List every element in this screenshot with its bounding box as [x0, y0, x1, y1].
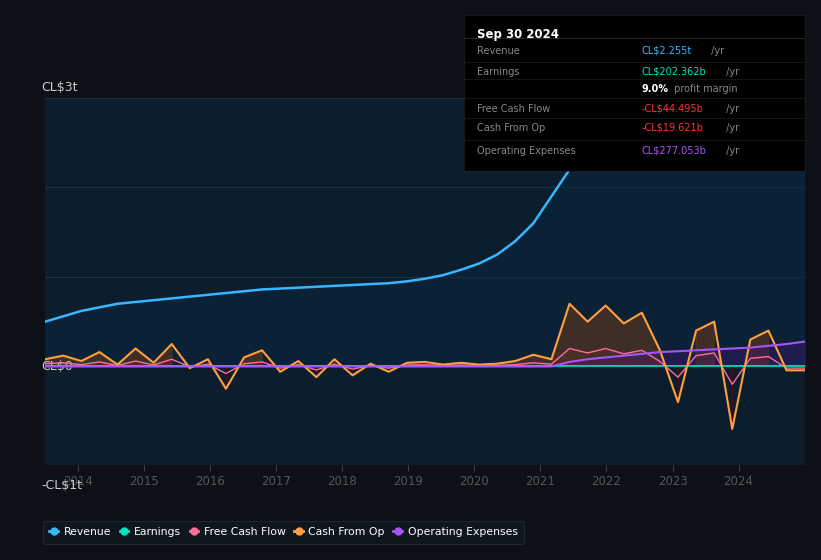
Text: Revenue: Revenue — [478, 46, 521, 56]
Text: -CL$19.621b: -CL$19.621b — [641, 123, 703, 133]
Legend: Revenue, Earnings, Free Cash Flow, Cash From Op, Operating Expenses: Revenue, Earnings, Free Cash Flow, Cash … — [43, 521, 524, 544]
Text: Cash From Op: Cash From Op — [478, 123, 546, 133]
Text: /yr: /yr — [709, 46, 725, 56]
Text: CL$3t: CL$3t — [41, 81, 78, 94]
Text: profit margin: profit margin — [671, 84, 737, 94]
Text: /yr: /yr — [723, 146, 740, 156]
Text: /yr: /yr — [723, 123, 740, 133]
Text: CL$2.255t: CL$2.255t — [641, 46, 691, 56]
Text: CL$277.053b: CL$277.053b — [641, 146, 706, 156]
Text: /yr: /yr — [723, 104, 740, 114]
Text: Earnings: Earnings — [478, 67, 520, 77]
Text: CL$202.362b: CL$202.362b — [641, 67, 706, 77]
Text: -CL$1t: -CL$1t — [41, 479, 82, 492]
Text: /yr: /yr — [723, 67, 740, 77]
Text: CL$0: CL$0 — [41, 360, 73, 373]
Text: Operating Expenses: Operating Expenses — [478, 146, 576, 156]
Text: -CL$44.495b: -CL$44.495b — [641, 104, 703, 114]
Text: Sep 30 2024: Sep 30 2024 — [478, 27, 559, 40]
Text: Free Cash Flow: Free Cash Flow — [478, 104, 551, 114]
Text: 9.0%: 9.0% — [641, 84, 668, 94]
